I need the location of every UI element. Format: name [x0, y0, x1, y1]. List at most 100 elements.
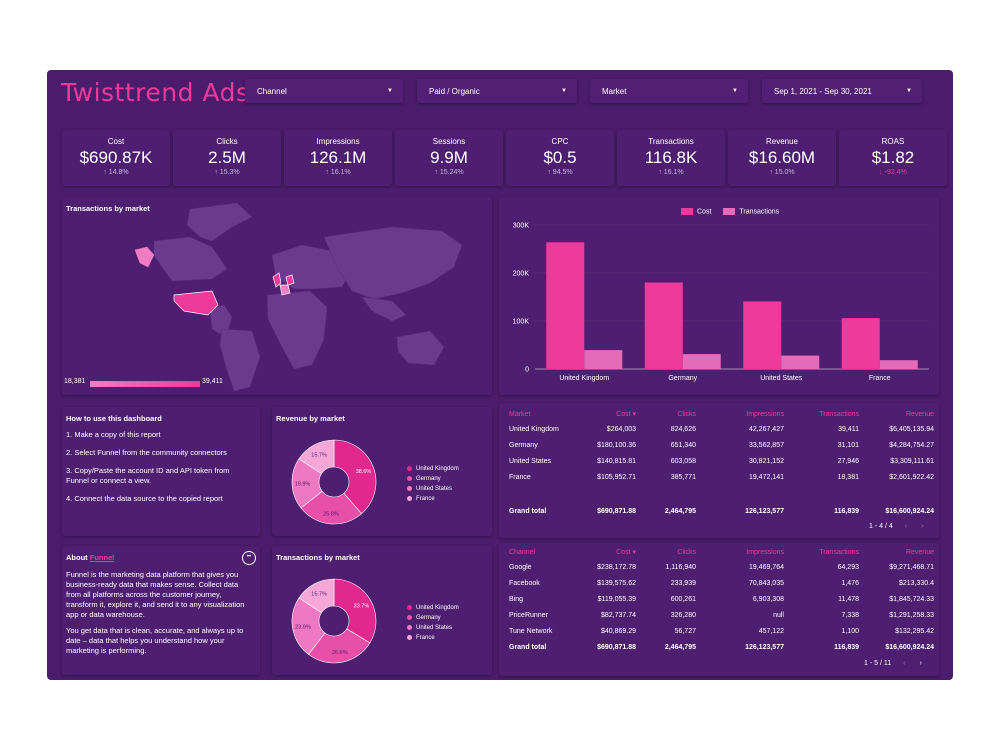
kpi-change: ↓ -92.4%	[879, 169, 907, 176]
channel-filter[interactable]: Channel ▼	[245, 79, 403, 103]
kpi-value: $0.5	[543, 148, 577, 167]
kpi-label: Transactions	[648, 137, 694, 146]
legend-item: Germany	[407, 613, 459, 623]
cell: 126,123,577	[745, 507, 784, 515]
bar-transactions[interactable]	[879, 360, 918, 369]
kpi-change-value: 94.5%	[552, 169, 573, 176]
dashboard: Twisttrend Ads Channel ▼ Paid / Organic ▼ …	[47, 70, 953, 680]
central-america-shape	[209, 304, 233, 338]
about-title: About Funnel	[66, 553, 114, 562]
col-header-transactions[interactable]: Transactions	[819, 548, 859, 556]
cell: $1,291,258.33	[889, 611, 934, 619]
pie-slice[interactable]	[298, 439, 335, 475]
pie-slice-label: 38.6%	[356, 469, 372, 475]
pie-slice-label: 26.6%	[332, 650, 348, 656]
pie-slice[interactable]	[298, 578, 335, 614]
legend-item: Germany	[407, 474, 459, 484]
kpi-value: 2.5M	[208, 148, 246, 167]
kpi-label: Clicks	[216, 137, 238, 146]
cell: $132,295.42	[895, 627, 934, 635]
col-header-clicks[interactable]: Clicks	[677, 548, 696, 556]
cell: 39,411	[838, 425, 859, 433]
uk-shape	[272, 272, 282, 288]
transactions-pie-legend: United Kingdom Germany United States Fra…	[407, 603, 459, 643]
bar-cost[interactable]	[841, 318, 880, 369]
channel-filter-label: Channel	[257, 86, 287, 96]
pie-slice-label: 19.9%	[295, 481, 311, 487]
pie-slice-label: 23.9%	[295, 624, 311, 630]
bar-cost[interactable]	[743, 301, 782, 369]
chevron-right-icon[interactable]: ›	[919, 660, 922, 667]
map-scale-max: 39,411	[202, 378, 223, 385]
funnel-link[interactable]: Funnel	[89, 553, 115, 562]
bar-cost[interactable]	[546, 242, 585, 369]
pie-slice[interactable]	[300, 490, 363, 525]
legend-label: United States	[416, 486, 453, 492]
kpi-change: ↑ 94.5%	[547, 169, 573, 176]
cell: $16,600,924.24	[885, 507, 934, 515]
legend-label: France	[416, 496, 435, 502]
cell: $213,330.4	[898, 579, 934, 587]
bar-cost[interactable]	[644, 282, 683, 369]
market-filter[interactable]: Market ▼	[590, 79, 748, 103]
table-row: Google $238,172.78 1,116,940 19,469,764 64,2…	[509, 559, 934, 575]
cell: $140,815.81	[597, 457, 636, 465]
market-table-card: Market Cost ▾ Clicks Impressions Transac…	[499, 403, 939, 538]
kpi-change-value: -92.4%	[884, 169, 907, 176]
date-range-filter[interactable]: Sep 1, 2021 - Sep 30, 2021 ▼	[762, 79, 922, 103]
asia-shape	[323, 226, 463, 300]
pie-slice[interactable]	[333, 578, 377, 644]
cell: 603,058	[670, 457, 696, 465]
col-header-channel[interactable]: Channel	[509, 548, 536, 556]
chevron-left-icon[interactable]: ‹	[903, 660, 906, 667]
cell: 70,843,035	[748, 579, 784, 587]
pie-slice[interactable]	[308, 628, 371, 664]
pie-slice[interactable]	[333, 439, 377, 515]
col-header-impressions[interactable]: Impressions	[746, 410, 784, 418]
col-header-revenue[interactable]: Revenue	[905, 410, 934, 418]
paid-organic-filter[interactable]: Paid / Organic ▼	[417, 79, 577, 103]
kpi-change: ↑ 15.0%	[769, 169, 795, 176]
col-header-transactions[interactable]: Transactions	[819, 410, 859, 418]
col-header-cost[interactable]: Cost ▾	[616, 549, 636, 556]
x-tick-label: Germany	[668, 375, 697, 382]
pie-slice[interactable]	[291, 597, 326, 655]
bar-transactions[interactable]	[781, 355, 820, 369]
cell: 6,903,308	[752, 595, 784, 603]
col-header-revenue[interactable]: Revenue	[905, 548, 934, 556]
legend-label-cost: Cost	[697, 208, 712, 216]
legend-dot	[407, 604, 412, 610]
kpi-label: Revenue	[765, 137, 799, 146]
col-header-market[interactable]: Market	[509, 410, 531, 418]
channel-table-card: Channel Cost ▾ Clicks Impressions Transa…	[499, 543, 939, 676]
col-header-clicks[interactable]: Clicks	[677, 410, 696, 418]
cell: 2,464,795	[664, 643, 696, 651]
map-title: Transactions by market	[66, 204, 150, 213]
world-map[interactable]	[62, 197, 492, 395]
chevron-right-icon[interactable]: ›	[921, 523, 924, 530]
bar-transactions[interactable]	[682, 354, 721, 369]
chevron-left-icon[interactable]: ‹	[904, 523, 908, 530]
germany-shape	[285, 274, 295, 286]
col-header-impressions[interactable]: Impressions	[746, 548, 784, 556]
greenland-shape	[186, 202, 253, 242]
map-scale-min: 18,381	[64, 378, 86, 385]
kpi-value: 9.9M	[430, 148, 468, 167]
cell: $180,100.36	[597, 441, 636, 449]
cell: 31,101	[837, 441, 859, 449]
report-title: Twisttrend Ads	[61, 78, 250, 107]
cell: 385,771	[670, 473, 696, 481]
legend-dot	[407, 495, 412, 501]
cell: Google	[509, 563, 532, 571]
x-tick-label: United States	[760, 375, 803, 382]
howto-step: 3. Copy/Paste the account ID and API tok…	[66, 466, 230, 485]
pie-slice-label: 15.7%	[311, 452, 327, 458]
legend-label: United Kingdom	[416, 466, 459, 472]
bar-transactions[interactable]	[584, 350, 623, 369]
cell: 64,293	[837, 563, 859, 571]
legend-item: United States	[407, 623, 459, 633]
col-header-cost[interactable]: Cost ▾	[616, 411, 636, 418]
cell: Tune Network	[509, 627, 553, 635]
cell: $264,003	[606, 425, 636, 433]
kpi-label: Cost	[107, 137, 125, 146]
